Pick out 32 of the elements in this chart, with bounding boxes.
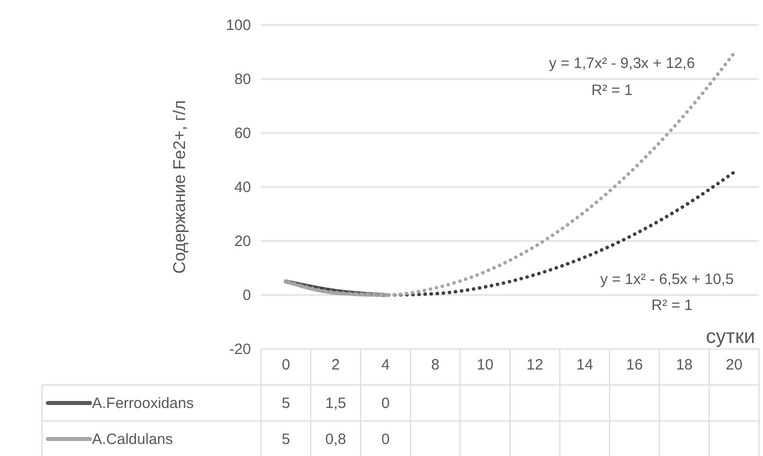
data-label: 0 — [381, 395, 390, 412]
x-tick-label: 2 — [332, 356, 340, 374]
x-tick-label: 14 — [576, 356, 594, 374]
annotation: y = 1,7x² - 9,3x + 12,6 — [549, 55, 695, 72]
x-axis-title: сутки — [706, 326, 755, 348]
line-series — [284, 170, 736, 297]
y-tick-label: -20 — [229, 340, 251, 358]
x-tick-label: 12 — [526, 356, 544, 374]
y-tick-label: 0 — [242, 286, 251, 304]
y-axis-title: Содержание Fe2+, г/л — [170, 100, 189, 274]
data-label: 5 — [282, 431, 290, 448]
y-tick-label: 100 — [226, 16, 251, 34]
data-label: 0 — [381, 431, 390, 448]
legend-label: A.Caldulans — [92, 431, 173, 448]
x-tick-label: 18 — [676, 356, 693, 374]
x-tick-label: 0 — [282, 356, 290, 374]
data-label: 0,8 — [325, 431, 346, 448]
y-tick-label: 80 — [234, 70, 251, 88]
annotation: R² = 1 — [651, 297, 693, 314]
x-tick-label: 16 — [626, 356, 643, 374]
annotation: R² = 1 — [591, 82, 633, 99]
y-tick-label: 60 — [234, 124, 251, 142]
annotation: y = 1x² - 6,5x + 10,5 — [600, 271, 734, 288]
data-label: 1,5 — [325, 395, 346, 412]
y-tick-label: 40 — [234, 178, 251, 196]
legend-label: A.Ferrooxidans — [92, 395, 194, 412]
y-tick-label: 20 — [234, 232, 251, 250]
x-tick-label: 10 — [476, 356, 494, 374]
x-tick-label: 8 — [431, 356, 440, 374]
x-tick-label: 20 — [726, 356, 742, 374]
x-tick-label: 4 — [381, 356, 390, 374]
data-label: 5 — [282, 395, 290, 412]
